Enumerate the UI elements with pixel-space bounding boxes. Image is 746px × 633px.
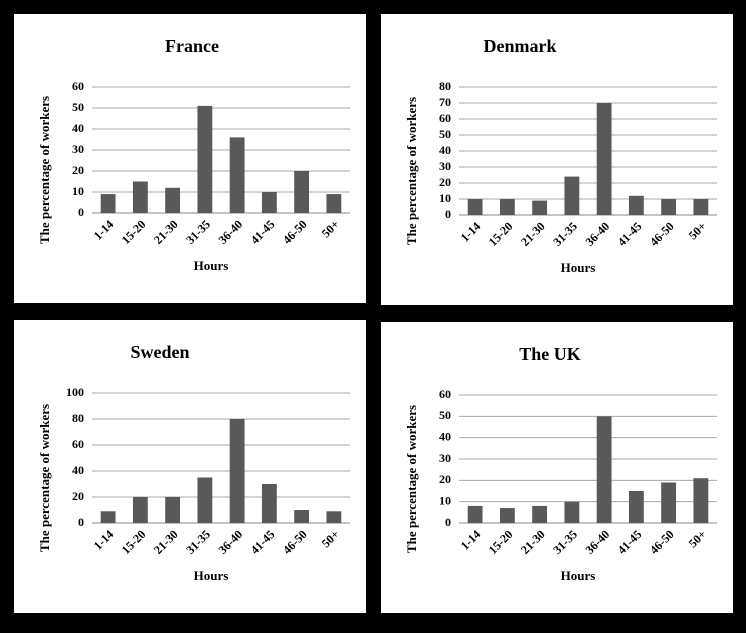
panel-background xyxy=(381,322,733,613)
y-tick-label: 60 xyxy=(439,387,451,401)
bar xyxy=(661,482,677,523)
y-tick-label: 40 xyxy=(439,143,451,157)
y-axis-title: The percentage of workers xyxy=(37,404,52,552)
bar xyxy=(693,478,709,523)
y-tick-label: 40 xyxy=(72,121,84,135)
bar xyxy=(564,501,580,523)
bar xyxy=(197,105,213,213)
y-tick-label: 30 xyxy=(439,451,451,465)
bar xyxy=(628,491,644,523)
chart-title: France xyxy=(165,36,219,56)
y-tick-label: 20 xyxy=(72,489,84,503)
bar xyxy=(499,508,515,523)
y-tick-label: 60 xyxy=(439,111,451,125)
bar xyxy=(564,176,580,215)
bar xyxy=(132,497,148,523)
bar xyxy=(467,505,483,523)
y-tick-label: 30 xyxy=(439,159,451,173)
bar xyxy=(532,505,548,523)
y-tick-label: 0 xyxy=(78,515,84,529)
panel-background xyxy=(381,14,733,305)
y-tick-label: 60 xyxy=(72,79,84,93)
y-tick-label: 40 xyxy=(439,429,451,443)
bar xyxy=(532,200,548,215)
panel-background xyxy=(14,14,366,303)
bar xyxy=(100,511,116,523)
y-axis-title: The percentage of workers xyxy=(404,405,419,553)
y-tick-label: 10 xyxy=(439,493,451,507)
bar xyxy=(499,199,515,215)
y-tick-label: 40 xyxy=(72,463,84,477)
bar xyxy=(261,192,277,213)
y-tick-label: 0 xyxy=(445,515,451,529)
y-tick-label: 0 xyxy=(445,207,451,221)
y-tick-label: 60 xyxy=(72,437,84,451)
chart-title: The UK xyxy=(519,344,581,364)
bar xyxy=(326,511,342,523)
panel-background xyxy=(14,320,366,613)
y-tick-label: 10 xyxy=(72,184,84,198)
y-tick-label: 70 xyxy=(439,95,451,109)
y-tick-label: 80 xyxy=(72,411,84,425)
bar xyxy=(326,194,342,213)
y-tick-label: 0 xyxy=(78,205,84,219)
bar xyxy=(100,194,116,213)
y-tick-label: 50 xyxy=(439,408,451,422)
x-axis-title: Hours xyxy=(194,258,229,273)
bar xyxy=(661,199,677,215)
bar xyxy=(229,137,245,213)
y-tick-label: 10 xyxy=(439,191,451,205)
bar xyxy=(197,477,213,523)
y-tick-label: 20 xyxy=(439,175,451,189)
chart-title: Denmark xyxy=(484,36,557,56)
bar xyxy=(596,103,612,215)
bar xyxy=(294,171,310,213)
chart-title: Sweden xyxy=(130,342,189,362)
bar xyxy=(294,510,310,523)
bar xyxy=(628,195,644,215)
y-tick-label: 100 xyxy=(66,385,84,399)
x-axis-title: Hours xyxy=(561,568,596,583)
bar xyxy=(165,187,181,213)
y-axis-title: The percentage of workers xyxy=(404,97,419,245)
y-axis-title: The percentage of workers xyxy=(37,96,52,244)
y-tick-label: 20 xyxy=(72,163,84,177)
bar xyxy=(693,199,709,215)
bar xyxy=(229,419,245,523)
y-tick-label: 80 xyxy=(439,79,451,93)
y-tick-label: 50 xyxy=(439,127,451,141)
x-axis-title: Hours xyxy=(194,568,229,583)
y-tick-label: 50 xyxy=(72,100,84,114)
y-tick-label: 30 xyxy=(72,142,84,156)
y-tick-label: 20 xyxy=(439,472,451,486)
bar xyxy=(132,181,148,213)
bar xyxy=(467,199,483,215)
bar xyxy=(261,484,277,523)
bar xyxy=(165,497,181,523)
bar xyxy=(596,416,612,523)
x-axis-title: Hours xyxy=(561,260,596,275)
